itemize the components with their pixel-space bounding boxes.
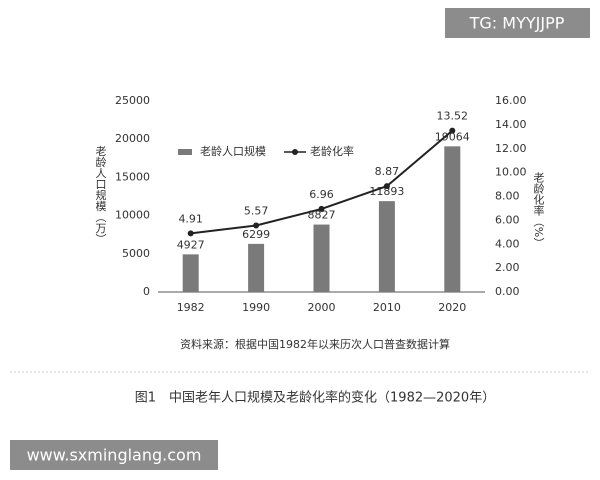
watermark-text: TG: MYYJJPP — [469, 14, 565, 33]
y-tick-label: 10000 — [115, 209, 150, 222]
y-tick-label: 25000 — [115, 94, 150, 107]
x-tick-label: 2000 — [308, 301, 336, 314]
line-point — [187, 230, 194, 237]
bar — [313, 224, 330, 292]
bar-value-label: 6299 — [242, 228, 270, 241]
bar — [378, 201, 395, 292]
y2-tick-label: 4.00 — [495, 237, 520, 250]
legend-label: 老龄化率 — [310, 144, 354, 158]
legend-label: 老龄人口规模 — [200, 144, 266, 158]
y2-tick-label: 0.00 — [495, 285, 520, 298]
line-value-label: 8.87 — [375, 165, 400, 178]
bar — [182, 254, 199, 292]
line-value-label: 6.96 — [309, 188, 334, 201]
line-point — [383, 183, 390, 190]
x-tick-label: 1990 — [242, 301, 270, 314]
y-axis-label: 老龄人口规模（万） — [94, 145, 107, 244]
y2-tick-label: 12.00 — [495, 142, 527, 155]
watermark-box — [445, 8, 590, 38]
x-tick-label: 2020 — [438, 301, 466, 314]
y2-tick-label: 14.00 — [495, 118, 527, 131]
source-note: 资料来源：根据中国1982年以来历次人口普查数据计算 — [180, 337, 450, 351]
line-point — [449, 127, 456, 134]
y2-tick-label: 8.00 — [495, 190, 520, 203]
watermark-box — [10, 440, 218, 470]
bar-value-label: 8827 — [308, 209, 336, 222]
y-tick-label: 0 — [143, 285, 150, 298]
y-tick-label: 15000 — [115, 170, 150, 183]
y2-axis-label: 老龄化率（%） — [532, 171, 545, 248]
bar — [248, 243, 265, 292]
line-value-label: 4.91 — [178, 212, 203, 225]
legend-swatch — [178, 149, 192, 155]
x-tick-label: 1982 — [177, 301, 205, 314]
line-value-label: 5.57 — [244, 205, 269, 218]
x-tick-label: 2010 — [373, 301, 401, 314]
bar-value-label: 4927 — [177, 238, 205, 251]
y2-tick-label: 10.00 — [495, 166, 527, 179]
bar-value-label: 19064 — [435, 130, 470, 143]
y2-tick-label: 2.00 — [495, 261, 520, 274]
bar — [444, 146, 461, 292]
line-value-label: 13.52 — [437, 110, 469, 123]
watermark-text: www.sxminglang.com — [27, 446, 202, 465]
legend-swatch — [292, 149, 298, 155]
line-point — [318, 205, 325, 212]
figure-caption: 图1 中国老年人口规模及老龄化率的变化（1982—2020年） — [135, 390, 495, 406]
y2-tick-label: 6.00 — [495, 213, 520, 226]
y-tick-label: 20000 — [115, 132, 150, 145]
y2-tick-label: 16.00 — [495, 94, 527, 107]
y-tick-label: 5000 — [122, 247, 150, 260]
line-point — [253, 222, 260, 229]
